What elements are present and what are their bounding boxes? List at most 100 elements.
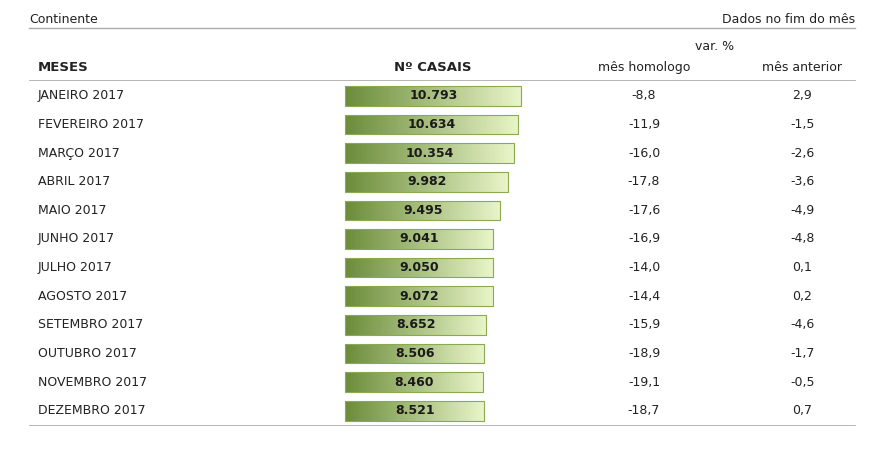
Bar — [408, 315, 410, 334]
Bar — [362, 373, 363, 392]
Bar — [483, 344, 484, 363]
Bar — [431, 115, 432, 134]
Bar — [435, 229, 437, 249]
Bar — [470, 86, 472, 106]
Bar — [465, 143, 467, 163]
Bar — [402, 344, 404, 363]
Bar — [369, 344, 370, 363]
Bar — [515, 115, 517, 134]
Bar — [421, 373, 423, 392]
Bar — [404, 143, 406, 163]
Bar — [469, 286, 471, 306]
Bar — [478, 201, 480, 220]
Bar — [400, 143, 401, 163]
Bar — [346, 401, 484, 421]
Bar — [446, 315, 448, 334]
Bar — [453, 229, 454, 249]
Bar — [364, 229, 366, 249]
Bar — [365, 344, 366, 363]
Bar — [446, 201, 447, 220]
Bar — [450, 315, 451, 334]
Bar — [350, 201, 352, 220]
Bar — [356, 401, 358, 421]
Bar — [385, 143, 386, 163]
Bar — [492, 115, 494, 134]
Bar — [480, 344, 481, 363]
Bar — [359, 258, 360, 277]
Bar — [418, 143, 420, 163]
Bar — [465, 373, 467, 392]
Bar — [456, 344, 458, 363]
Bar — [390, 401, 392, 421]
Bar — [474, 258, 475, 277]
Bar — [488, 201, 489, 220]
Text: -17,6: -17,6 — [628, 204, 660, 217]
Text: NOVEMBRO 2017: NOVEMBRO 2017 — [38, 375, 147, 389]
Bar — [455, 143, 457, 163]
Bar — [346, 229, 492, 249]
Bar — [405, 401, 407, 421]
Bar — [408, 115, 409, 134]
Bar — [449, 373, 450, 392]
Bar — [351, 229, 353, 249]
Bar — [379, 229, 381, 249]
Bar — [384, 258, 385, 277]
Bar — [377, 143, 379, 163]
Bar — [416, 229, 417, 249]
Text: FEVEREIRO 2017: FEVEREIRO 2017 — [38, 118, 144, 131]
Bar — [399, 373, 400, 392]
Bar — [390, 201, 392, 220]
Bar — [480, 201, 482, 220]
Bar — [420, 401, 422, 421]
Bar — [474, 143, 476, 163]
Bar — [447, 258, 448, 277]
Bar — [389, 172, 391, 192]
Bar — [382, 286, 384, 306]
Bar — [396, 201, 398, 220]
Bar — [425, 172, 427, 192]
Bar — [472, 373, 474, 392]
Bar — [392, 143, 394, 163]
Bar — [482, 315, 484, 334]
Bar — [495, 143, 497, 163]
Bar — [363, 172, 365, 192]
Bar — [445, 344, 446, 363]
Bar — [421, 86, 423, 106]
Bar — [354, 344, 355, 363]
Bar — [468, 344, 469, 363]
Bar — [364, 286, 366, 306]
Bar — [347, 143, 349, 163]
Bar — [357, 115, 359, 134]
Bar — [473, 344, 474, 363]
Bar — [477, 172, 479, 192]
Bar — [366, 258, 368, 277]
Bar — [454, 115, 456, 134]
Bar — [418, 115, 420, 134]
Bar — [422, 401, 423, 421]
Bar — [428, 286, 430, 306]
Bar — [437, 373, 438, 392]
Bar — [356, 86, 358, 106]
Bar — [484, 201, 486, 220]
Bar — [406, 143, 408, 163]
Bar — [443, 258, 444, 277]
Bar — [415, 201, 416, 220]
Bar — [432, 315, 434, 334]
Bar — [424, 86, 426, 106]
Bar — [501, 172, 503, 192]
Bar — [373, 229, 375, 249]
Bar — [357, 172, 358, 192]
Bar — [346, 344, 484, 363]
Bar — [480, 401, 482, 421]
Bar — [461, 201, 463, 220]
Bar — [464, 373, 465, 392]
Bar — [453, 373, 454, 392]
Bar — [349, 143, 351, 163]
Bar — [386, 258, 388, 277]
Bar — [487, 229, 488, 249]
Bar — [435, 258, 437, 277]
Bar — [418, 201, 420, 220]
Bar — [449, 201, 451, 220]
Bar — [375, 344, 376, 363]
Bar — [414, 86, 415, 106]
